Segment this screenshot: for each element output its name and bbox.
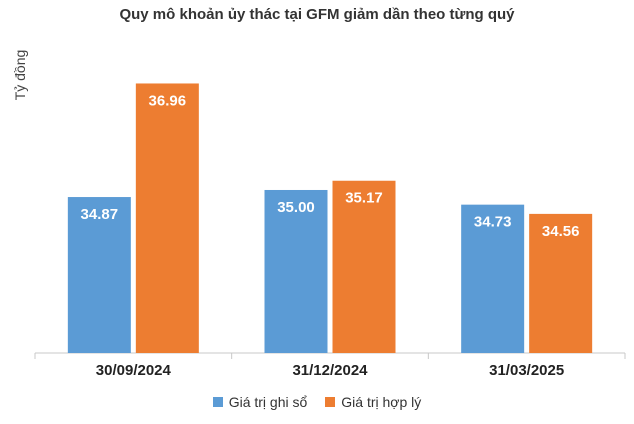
- bar-book-value-0: [67, 197, 131, 353]
- legend-item-fair-value: Giá trị hợp lý: [325, 394, 421, 410]
- bar-book-value-1: [264, 189, 328, 353]
- data-label-fair-value-1: 35.17: [345, 190, 383, 207]
- legend-item-book-value: Giá trị ghi sổ: [212, 394, 308, 410]
- x-tick-label-1: 31/12/2024: [292, 362, 368, 379]
- bar-fair-value-1: [332, 180, 396, 353]
- chart-title: Quy mô khoản ủy thác tại GFM giảm dần th…: [119, 6, 515, 23]
- x-tick-label-0: 30/09/2024: [96, 362, 172, 379]
- legend-swatch-book-value: [212, 397, 223, 407]
- bar-book-value-2: [461, 204, 525, 353]
- data-label-fair-value-0: 36.96: [149, 92, 187, 109]
- legend: Giá trị ghi sổ Giá trị hợp lý: [0, 394, 634, 410]
- data-label-book-value-2: 34.73: [474, 214, 512, 231]
- legend-swatch-fair-value: [325, 397, 336, 407]
- bar-fair-value-0: [135, 83, 199, 354]
- legend-label-book-value: Giá trị ghi sổ: [228, 394, 308, 410]
- x-tick-label-2: 31/03/2025: [489, 362, 564, 379]
- data-label-book-value-1: 35.00: [277, 199, 315, 216]
- bar-fair-value-2: [529, 213, 593, 353]
- legend-label-fair-value: Giá trị hợp lý: [341, 394, 422, 410]
- data-label-fair-value-2: 34.56: [542, 223, 580, 240]
- data-label-book-value-0: 34.87: [81, 206, 119, 223]
